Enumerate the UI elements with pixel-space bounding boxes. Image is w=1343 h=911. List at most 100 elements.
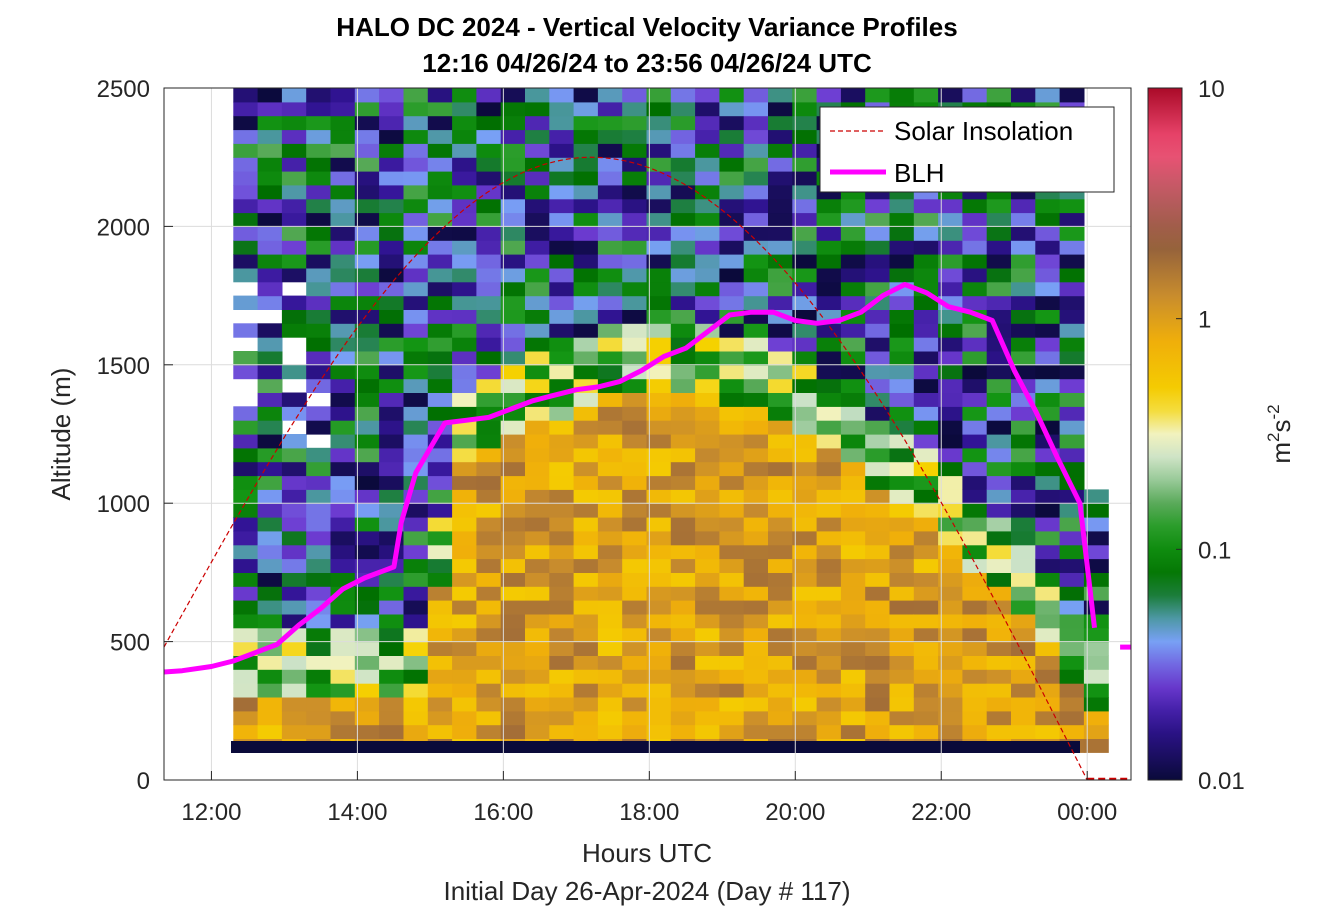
heatmap-cell bbox=[670, 240, 696, 255]
heatmap-cell bbox=[986, 447, 1012, 463]
heatmap-cell bbox=[257, 600, 283, 615]
heatmap-cell bbox=[889, 240, 915, 255]
heatmap-cell bbox=[452, 724, 477, 739]
heatmap-cell bbox=[865, 558, 891, 573]
heatmap-cell bbox=[792, 184, 818, 200]
heatmap-cell bbox=[306, 544, 332, 560]
heatmap-cell bbox=[281, 171, 307, 186]
heatmap-cell bbox=[403, 434, 429, 449]
heatmap-cell bbox=[306, 378, 332, 393]
heatmap-cell bbox=[986, 724, 1012, 739]
heatmap-cell bbox=[938, 517, 963, 532]
heatmap-cell bbox=[986, 226, 1012, 241]
heatmap-cell bbox=[938, 406, 963, 421]
heatmap-cell bbox=[452, 613, 477, 629]
heatmap-cell bbox=[1035, 627, 1061, 643]
heatmap-cell bbox=[840, 530, 866, 546]
heatmap-cell bbox=[719, 572, 745, 587]
heatmap-cell bbox=[768, 683, 793, 698]
heatmap-cell bbox=[257, 101, 283, 117]
heatmap-cell bbox=[889, 392, 915, 407]
heatmap-cell bbox=[1035, 309, 1061, 324]
heatmap-cell bbox=[719, 323, 745, 338]
heatmap-cell bbox=[840, 240, 866, 255]
heatmap-cell bbox=[695, 420, 720, 435]
heatmap-cell bbox=[840, 378, 866, 393]
heatmap-cell bbox=[306, 88, 332, 103]
heatmap-cell bbox=[670, 544, 696, 560]
heatmap-cell bbox=[354, 710, 380, 726]
heatmap-cell bbox=[743, 267, 769, 283]
heatmap-cell bbox=[695, 337, 720, 352]
heatmap-cell bbox=[354, 530, 380, 546]
heatmap-cell bbox=[816, 613, 842, 629]
heatmap-cell bbox=[889, 212, 915, 227]
heatmap-cell bbox=[500, 295, 526, 310]
heatmap-cell bbox=[719, 434, 745, 449]
heatmap-cell bbox=[281, 226, 307, 241]
heatmap-cell bbox=[695, 129, 720, 144]
heatmap-cell bbox=[1011, 655, 1036, 670]
heatmap-cell bbox=[403, 129, 429, 144]
heatmap-cell bbox=[1083, 503, 1109, 518]
heatmap-cell bbox=[403, 572, 429, 587]
heatmap-cell bbox=[354, 489, 380, 504]
heatmap-cell bbox=[427, 378, 453, 393]
heatmap-cell bbox=[330, 184, 356, 200]
heatmap-cell bbox=[403, 558, 429, 573]
heatmap-cell bbox=[792, 198, 818, 214]
heatmap-cell bbox=[962, 530, 988, 546]
heatmap-cell bbox=[646, 281, 672, 297]
heatmap-cell bbox=[986, 600, 1012, 615]
heatmap-cell bbox=[427, 530, 453, 546]
legend-blh-label: BLH bbox=[894, 158, 945, 188]
heatmap-cell bbox=[719, 517, 745, 532]
heatmap-cell bbox=[354, 641, 380, 656]
heatmap-cell bbox=[962, 88, 988, 103]
heatmap-cell bbox=[354, 461, 380, 477]
heatmap-cell bbox=[1083, 697, 1109, 712]
heatmap-cell bbox=[597, 240, 623, 255]
x-tick-label: 20:00 bbox=[765, 799, 825, 826]
heatmap-cell bbox=[257, 530, 283, 546]
heatmap-cell bbox=[719, 184, 745, 200]
heatmap-cell bbox=[549, 323, 575, 338]
heatmap-cell bbox=[865, 586, 891, 601]
heatmap-cell bbox=[840, 641, 866, 656]
heatmap-cell bbox=[1035, 461, 1061, 477]
heatmap-cell bbox=[281, 475, 307, 490]
heatmap-cell bbox=[525, 517, 550, 532]
heatmap-cell bbox=[719, 503, 745, 518]
heatmap-cell bbox=[816, 489, 842, 504]
heatmap-cell bbox=[1059, 406, 1085, 421]
chart-subtitle: 12:16 04/26/24 to 23:56 04/26/24 UTC bbox=[422, 48, 872, 78]
heatmap-cell bbox=[695, 710, 720, 726]
heatmap-cell bbox=[622, 434, 648, 449]
heatmap-cell bbox=[840, 434, 866, 449]
heatmap-cell bbox=[476, 364, 502, 380]
heatmap-cell bbox=[573, 198, 599, 214]
heatmap-cell bbox=[549, 517, 575, 532]
heatmap-cell bbox=[281, 461, 307, 477]
heatmap-cell bbox=[573, 544, 599, 560]
heatmap-cell bbox=[354, 267, 380, 283]
heatmap-cell bbox=[913, 337, 939, 352]
heatmap-cell bbox=[695, 351, 720, 366]
heatmap-cell bbox=[865, 461, 891, 477]
heatmap-cell bbox=[986, 267, 1012, 283]
heatmap-cell bbox=[768, 281, 793, 297]
chart-title: HALO DC 2024 - Vertical Velocity Varianc… bbox=[336, 12, 957, 42]
heatmap-cell bbox=[938, 613, 963, 629]
x-tick-label: 12:00 bbox=[181, 799, 241, 826]
heatmap-cell bbox=[525, 434, 550, 449]
heatmap-cell bbox=[743, 683, 769, 698]
heatmap-cell bbox=[865, 406, 891, 421]
plot-frame bbox=[163, 87, 1132, 781]
heatmap-cell bbox=[597, 530, 623, 546]
heatmap-cell bbox=[889, 641, 915, 656]
heatmap-cell bbox=[695, 364, 720, 380]
heatmap-cell bbox=[792, 240, 818, 255]
heatmap-cell bbox=[719, 710, 745, 726]
heatmap-cell bbox=[670, 724, 696, 739]
heatmap-cell bbox=[962, 558, 988, 573]
